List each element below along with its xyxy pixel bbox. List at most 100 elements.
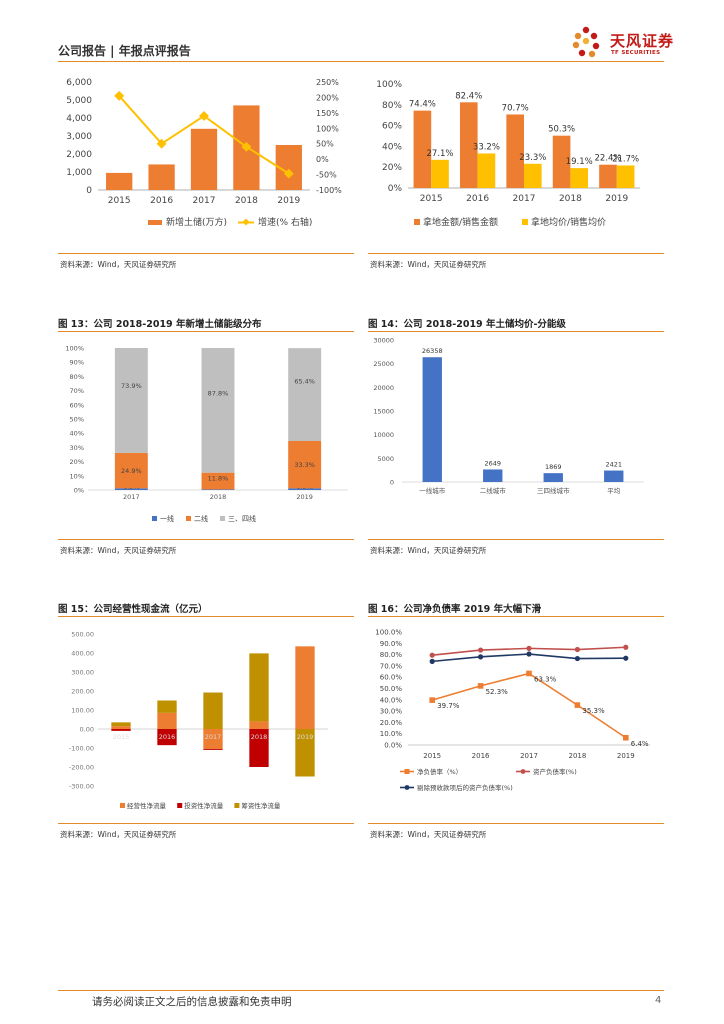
legend-label: 资产负债率(%) [533, 767, 577, 776]
bar-segment [157, 729, 177, 746]
bar [543, 473, 563, 482]
x-tick-label: 2018 [210, 493, 227, 501]
title-divider [58, 331, 354, 332]
y-tick-label: 400.00 [71, 650, 94, 658]
bar-segment [288, 348, 322, 442]
y-tick-label: 10% [70, 472, 84, 480]
bar [616, 165, 635, 188]
y2-tick-label: 50% [316, 140, 334, 149]
y-tick-label: 70% [70, 387, 84, 395]
logo-petal [582, 37, 590, 45]
y-tick-label: 60.0% [380, 674, 403, 682]
x-tick-label: 2017 [520, 752, 538, 760]
data-label: 23.3% [519, 153, 546, 163]
bar-segment [288, 441, 322, 489]
footer-divider [58, 990, 664, 991]
legend-label: 经营性净流量 [127, 801, 167, 810]
legend-swatch [520, 769, 526, 774]
legend-label: 筹资性净流量 [241, 801, 281, 810]
data-label: 26358 [422, 347, 443, 355]
data-marker [526, 645, 532, 651]
x-tick-label: 2019 [296, 493, 313, 501]
bar-segment [201, 472, 235, 490]
data-label: 1869 [545, 463, 562, 471]
legend-swatch [177, 803, 183, 808]
y-tick-label: 1,000 [66, 168, 92, 178]
y-tick-label: 20000 [373, 384, 394, 392]
data-marker [574, 655, 580, 662]
logo-petal [592, 42, 600, 50]
legend-swatch [148, 220, 162, 225]
bar [148, 164, 175, 190]
y-tick-label: 2,000 [66, 150, 92, 160]
y-tick-label: 100.00 [71, 707, 94, 715]
y2-tick-label: 0% [316, 155, 329, 164]
bar [570, 168, 589, 188]
y-tick-label: 10.0% [380, 730, 403, 738]
bar-segment [114, 348, 148, 453]
x-tick-label: 2015 [423, 752, 441, 760]
bar [477, 153, 496, 188]
source-divider [368, 539, 664, 540]
data-label: 82.4% [455, 91, 482, 101]
debt-ratio-chart: 0.0% 10.0% 20.0% 30.0% 40.0% 50.0% 60.0% 70.0% 8… [375, 629, 650, 792]
logo-name-cn: 天风证券 [610, 32, 675, 50]
logo-petal [574, 32, 582, 40]
source-note: 资料来源：Wind，天风证券研究所 [60, 260, 177, 269]
data-marker [574, 702, 581, 708]
y-tick-label: 5000 [377, 455, 394, 463]
y-tick-label: 80.0% [380, 651, 403, 659]
y-tick-label: 80% [70, 373, 84, 381]
legend-label: 拿地均价/销售均价 [531, 216, 606, 228]
legend-swatch [234, 803, 240, 808]
y-tick-label: 500.00 [71, 631, 94, 639]
source-note: 资料来源：Wind，天风证券研究所 [370, 260, 487, 269]
legend-label: 新增土储(万方) [166, 216, 227, 228]
data-marker [574, 646, 580, 653]
data-marker [429, 652, 435, 658]
data-label: 35.3% [582, 707, 605, 715]
y2-tick-label: 250% [316, 78, 339, 87]
data-label: 22.4% [594, 154, 621, 164]
y-tick-label: 300.00 [71, 669, 94, 677]
data-label: 2421 [605, 461, 622, 469]
y2-tick-label: -50% [316, 171, 337, 180]
x-tick-label: 2019 [277, 196, 300, 206]
bar [422, 357, 442, 482]
source-note: 资料来源：Wind，天风证券研究所 [370, 546, 487, 555]
footer-disclaimer: 请务必阅读正文之后的信息披露和免责申明 [92, 996, 292, 1008]
x-tick-label: 2015 [113, 733, 130, 741]
x-tick-label: 2019 [297, 733, 314, 741]
legend-label: 拿地金额/销售金额 [423, 216, 498, 228]
source-divider [58, 253, 354, 254]
data-marker [526, 670, 532, 677]
legend-label: 三、四线 [228, 514, 256, 523]
data-label: 39.7% [437, 702, 460, 710]
legend-label: 剔除预收款项后的资产负债率(%) [417, 783, 513, 792]
data-marker [526, 651, 532, 657]
y-tick-label: -300.00 [69, 783, 94, 791]
legend-swatch [522, 219, 528, 225]
legend-label: 净负债率（%） [417, 767, 462, 776]
x-tick-label: 2016 [159, 733, 176, 741]
data-label: 52.3% [486, 688, 509, 696]
bar [459, 102, 478, 188]
data-marker [429, 658, 435, 664]
bar-segment [295, 729, 315, 777]
land-ratio-chart: 0% 20% 40% 60% 80% 100% 74.4% 27.1% 2015 82.4% 33.… [376, 80, 640, 228]
data-marker [623, 655, 629, 661]
legend-swatch [120, 803, 125, 808]
growth-marker [114, 90, 125, 101]
legend-label: 二线 [194, 514, 208, 523]
data-label: 33.2% [473, 142, 500, 152]
bar-segment [295, 646, 315, 729]
bar-segment [201, 348, 235, 473]
bar [431, 159, 449, 188]
tf-securities-logo [572, 26, 600, 58]
y-tick-label: 100% [376, 80, 402, 90]
bar-segment [157, 700, 177, 713]
y-tick-label: 15000 [373, 408, 394, 416]
bar-segment [201, 489, 235, 490]
fig16-title: 图 16：公司净负债率 2019 年大幅下滑 [368, 604, 542, 615]
y-tick-label: 20% [382, 163, 402, 173]
